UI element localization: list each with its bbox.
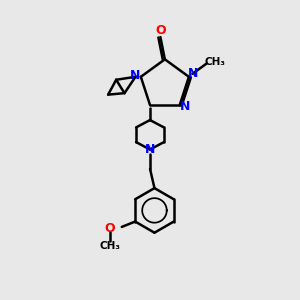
Text: N: N [188,67,199,80]
Text: N: N [145,143,155,156]
Text: CH₃: CH₃ [99,241,120,251]
Text: N: N [130,69,141,82]
Text: CH₃: CH₃ [205,57,226,67]
Text: O: O [155,24,166,37]
Text: O: O [105,222,115,235]
Text: N: N [180,100,190,113]
